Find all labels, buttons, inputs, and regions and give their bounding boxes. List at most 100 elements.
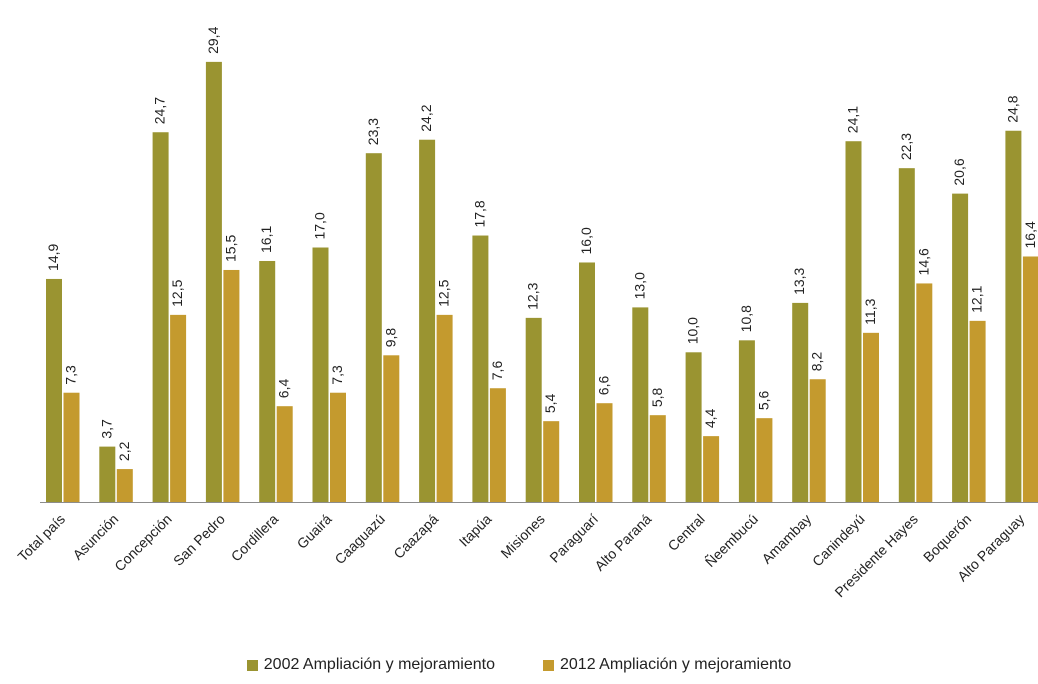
legend-swatch-2002 [246,659,258,671]
data-label-2002-12: 10,0 [685,317,701,344]
category-label-13: Ñeembucú [702,511,761,570]
data-label-2012-10: 6,6 [596,376,612,396]
bar-2012-1 [116,469,133,502]
data-label-2012-11: 5,8 [649,387,665,407]
bar-2012-17 [969,320,986,502]
bar-2012-2 [170,314,187,502]
data-label-2012-9: 5,4 [542,393,558,413]
legend-item-2012: 2012 Ampliación y mejoramiento [543,656,791,674]
bar-2012-16 [916,283,933,502]
data-label-2012-4: 6,4 [276,379,292,399]
data-label-2012-17: 12,1 [969,285,985,312]
data-label-2002-10: 16,0 [578,227,594,254]
bar-2012-10 [596,403,613,502]
category-label-2: Concepción [111,511,175,575]
data-label-2002-5: 17,0 [312,212,328,239]
data-label-2002-8: 17,8 [471,200,487,227]
category-label-1: Asunción [69,511,121,563]
bar-2002-10 [579,262,595,502]
data-label-2012-2: 12,5 [169,279,185,306]
category-label-8: Itapúa [456,511,495,550]
data-label-2012-7: 12,5 [436,279,452,306]
bar-2012-7 [436,314,453,502]
data-label-2002-11: 13,0 [631,272,647,299]
data-label-2012-12: 4,4 [702,408,718,428]
category-label-10: Paraguarí [546,511,601,566]
bar-2002-18 [1005,130,1022,502]
bar-2012-13 [756,418,773,502]
category-label-14: Amambay [758,511,814,567]
chart-legend: 2002 Ampliación y mejoramiento 2012 Ampl… [0,656,1038,674]
data-label-2012-3: 15,5 [222,235,238,262]
category-label-0: Total país [14,511,68,565]
category-label-6: Caaguazú [331,511,387,567]
data-label-2012-8: 7,6 [489,361,505,381]
bar-2012-9 [543,421,560,502]
category-label-5: Guairá [294,511,335,552]
bar-2002-5 [312,247,329,502]
data-label-2012-5: 7,3 [329,365,345,385]
bar-2012-12 [703,436,720,502]
data-label-2002-3: 29,4 [205,26,221,53]
category-label-9: Misiones [497,511,547,561]
bar-2002-11 [632,307,649,502]
data-label-2002-9: 12,3 [525,282,541,309]
bar-2012-11 [649,415,666,502]
bar-2012-8 [489,388,506,502]
bar-2002-15 [845,141,862,502]
data-label-2002-7: 24,2 [418,104,434,131]
data-label-2002-17: 20,6 [951,158,967,185]
bar-2002-16 [898,168,915,502]
bar-2002-12 [685,352,702,502]
data-label-2012-14: 8,2 [809,352,825,372]
data-label-2002-0: 14,9 [45,243,61,270]
category-label-12: Central [664,511,707,554]
bar-2002-8 [472,235,489,502]
bar-2002-1 [99,446,116,502]
data-label-2002-4: 16,1 [258,226,274,253]
bar-2012-6 [383,355,400,502]
bar-2012-15 [863,332,879,502]
data-label-2002-18: 24,8 [1004,95,1020,122]
data-label-2012-13: 5,6 [755,390,771,410]
bar-2002-17 [952,193,969,503]
data-label-2012-1: 2,2 [116,441,132,461]
legend-swatch-2012 [543,659,554,671]
bar-2012-18 [1022,256,1038,502]
data-label-2012-6: 9,8 [382,328,398,348]
category-label-11: Alto Paraná [591,511,654,574]
bar-2002-7 [419,139,436,502]
category-label-7: Caazapá [390,511,441,562]
legend-item-2002: 2002 Ampliación y mejoramiento [246,656,495,674]
legend-label-2012: 2012 Ampliación y mejoramiento [560,656,792,673]
data-label-2002-16: 22,3 [898,133,914,160]
data-label-2012-18: 16,4 [1022,221,1038,248]
data-label-2002-13: 10,8 [738,305,754,332]
legend-label-2002: 2002 Ampliación y mejoramiento [263,656,495,673]
data-label-2012-16: 14,6 [915,248,931,275]
data-label-2002-14: 13,3 [791,267,807,294]
category-label-17: Boquerón [920,511,974,565]
bar-2002-6 [365,153,382,502]
data-label-2012-15: 11,3 [862,298,878,324]
bar-2012-4 [276,406,293,502]
category-label-4: Cordillera [228,511,282,565]
bar-2002-13 [738,340,755,502]
bar-chart: 14,9 3,7 24,7 29,4 16,1 17,0 23,3 24,2 17,8 12,3 1… [14,26,1038,600]
category-label-3: San Pedro [170,511,228,569]
bar-2002-3 [205,61,222,503]
data-label-2002-2: 24,7 [152,97,168,124]
bar-2002-2 [152,132,169,502]
data-label-2012-0: 7,3 [63,365,79,385]
bar-2002-0 [46,278,62,502]
bar-2012-3 [223,269,240,502]
data-label-2002-1: 3,7 [98,419,114,439]
bar-2002-4 [259,260,276,502]
data-label-2002-6: 23,3 [365,118,381,145]
bar-2012-14 [809,379,826,502]
data-label-2002-15: 24,1 [845,106,861,133]
bar-2002-14 [792,302,809,502]
bar-2012-0 [63,392,80,502]
bar-2012-5 [330,392,346,502]
